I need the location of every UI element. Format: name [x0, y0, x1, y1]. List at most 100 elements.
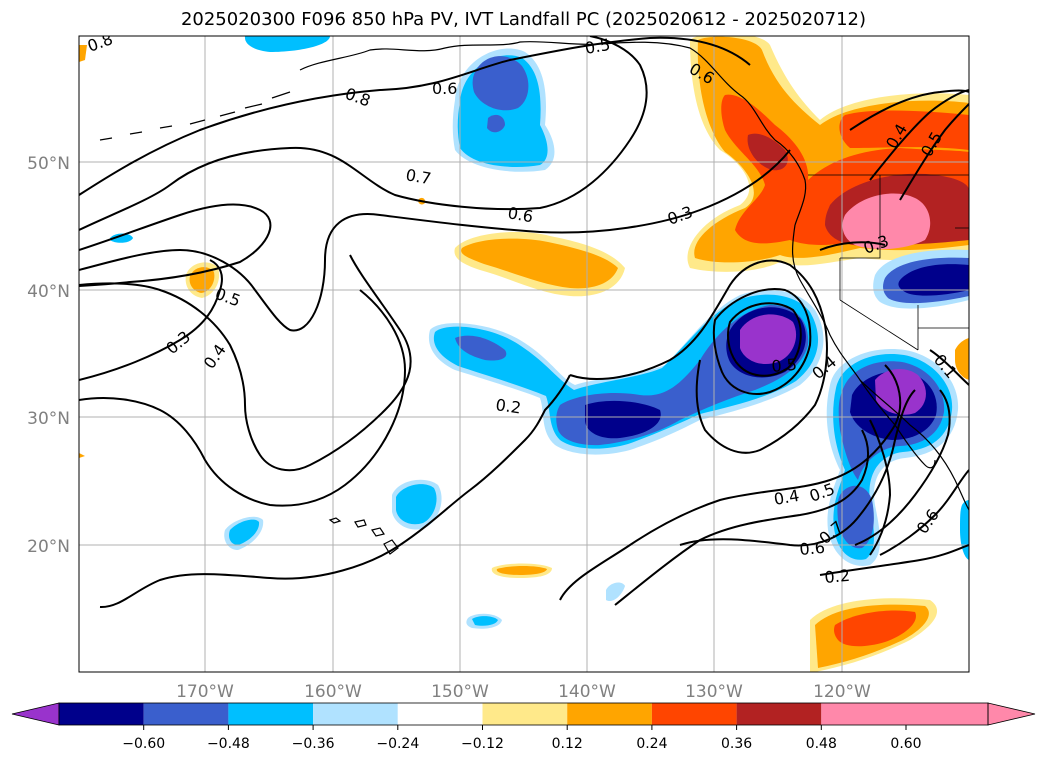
lon-label: 160°W	[304, 682, 362, 702]
colorbar-frame	[58, 702, 989, 726]
colorbar-right-extension	[987, 702, 1036, 726]
colorbar-tick-label: 0.36	[721, 736, 752, 752]
colorbar-segment	[228, 703, 314, 725]
colorbar: −0.60 −0.48 −0.36 −0.24 −0.12 0.12 0.24 …	[11, 702, 1036, 752]
contour-label: 0.2	[494, 395, 522, 417]
colorbar-tick-label: 0.48	[806, 736, 837, 752]
blue-region-small-west	[110, 233, 133, 243]
blue-region-tiny-south	[606, 582, 625, 602]
contour-label: 0.5	[583, 35, 611, 58]
colorbar-tick-label: −0.48	[207, 736, 250, 752]
blue-region-southwest-mid	[228, 519, 260, 545]
lon-label: 170°W	[176, 682, 234, 702]
contour-line-17	[854, 389, 951, 546]
lon-label: 150°W	[431, 682, 489, 702]
colorbar-segment	[567, 703, 652, 725]
pink-region	[842, 193, 931, 250]
coastline-alaska	[299, 41, 776, 141]
contour-line-10	[712, 288, 812, 395]
contour-line-23	[929, 349, 969, 386]
contour-line-5	[79, 254, 412, 472]
map-frame	[78, 35, 970, 673]
blue-left-core	[455, 335, 507, 361]
coastline-baja	[859, 379, 936, 469]
contour-line-2	[79, 36, 648, 231]
contour-label: 0.7	[404, 165, 432, 188]
blue-region-hawaii-north-mid	[396, 484, 437, 525]
lat-label: 30°N	[27, 409, 70, 429]
colorbar-ticks	[143, 725, 907, 730]
contour-lines	[79, 36, 969, 609]
contour-line-15	[819, 544, 969, 576]
contour-line-11	[727, 302, 802, 377]
colorbar-segment	[736, 703, 822, 725]
contour-line-19	[849, 89, 969, 131]
colorbar-segment	[59, 703, 144, 725]
lat-label: 50°N	[27, 154, 70, 174]
red-core-nw	[747, 133, 788, 171]
blue-region-south-small-mid	[472, 616, 498, 626]
colorbar-segment	[313, 703, 398, 725]
contour-line-9	[569, 259, 828, 454]
colorbar-tick-label: 0.60	[890, 736, 921, 752]
contour-line-13	[614, 429, 869, 606]
contour-line-3	[79, 203, 272, 287]
contour-line-12	[559, 364, 902, 601]
colorbar-tick-labels: −0.60 −0.48 −0.36 −0.24 −0.12 0.12 0.24 …	[122, 736, 921, 752]
contour-label: 0.6	[432, 79, 457, 98]
colorbar-left-extension	[11, 702, 60, 726]
colorbar-segment	[651, 703, 737, 725]
contour-line-7	[79, 289, 407, 507]
orange-region-upper-center-core	[461, 238, 618, 289]
lon-label: 140°W	[558, 682, 616, 702]
lat-label: 20°N	[27, 537, 70, 557]
contour-line-14	[679, 389, 916, 547]
colorbar-segment	[143, 703, 229, 725]
colorbar-segment	[821, 703, 906, 725]
coastlines	[99, 41, 969, 555]
contour-line-16	[879, 469, 969, 556]
colorbar-segment	[482, 703, 568, 725]
contour-line-6	[79, 259, 223, 381]
longitude-labels: 170°W 160°W 150°W 140°W 130°W 120°W	[176, 682, 871, 702]
lat-label: 40°N	[27, 282, 70, 302]
latitude-labels: 50°N 40°N 30°N 20°N	[27, 154, 70, 557]
contour-label: 0.2	[824, 566, 851, 587]
blue-region-east-navy	[898, 264, 969, 296]
orange-tiny-west-edge	[79, 45, 87, 62]
purple-core-southeast	[875, 368, 926, 415]
contour-label: 0.6	[506, 203, 534, 226]
map-title: 2025020300 F096 850 hPa PV, IVT Landfall…	[180, 9, 867, 30]
blue-region-top	[244, 36, 330, 52]
colorbar-tick-label: −0.12	[461, 736, 504, 752]
colorbar-tick-label: −0.60	[122, 736, 165, 752]
orange-tiny-west-edge-low	[79, 453, 85, 458]
contour-line-1	[79, 36, 751, 196]
colorbar-tick-label: 0.24	[636, 736, 667, 752]
state-borders	[808, 174, 969, 351]
contour-line-4	[79, 149, 791, 332]
blue-region-north-center-dark	[472, 56, 529, 111]
blue-region-north-small	[487, 114, 505, 133]
orange-streak-south-core	[496, 566, 547, 575]
colorbar-segments	[59, 703, 988, 725]
filled-regions	[79, 36, 969, 672]
red-region-south-east	[834, 610, 916, 647]
lon-label: 120°W	[813, 682, 871, 702]
purple-core-center	[740, 314, 797, 365]
contour-line-20	[869, 89, 969, 181]
colorbar-segment	[397, 703, 483, 725]
colorbar-tick-label: −0.24	[376, 736, 419, 752]
coastline-aleutians	[99, 91, 291, 141]
contour-line-8	[99, 374, 571, 609]
contour-label: 0.4	[772, 486, 800, 509]
orange-region-east-edge	[955, 338, 969, 380]
coastline-bc	[774, 139, 807, 226]
colorbar-segment	[906, 703, 988, 725]
hawaii-islands	[328, 517, 399, 555]
contour-line-22	[819, 241, 886, 251]
contour-line-18	[869, 419, 892, 556]
colorbar-tick-label: 0.12	[552, 736, 583, 752]
contour-line-21	[899, 103, 969, 201]
